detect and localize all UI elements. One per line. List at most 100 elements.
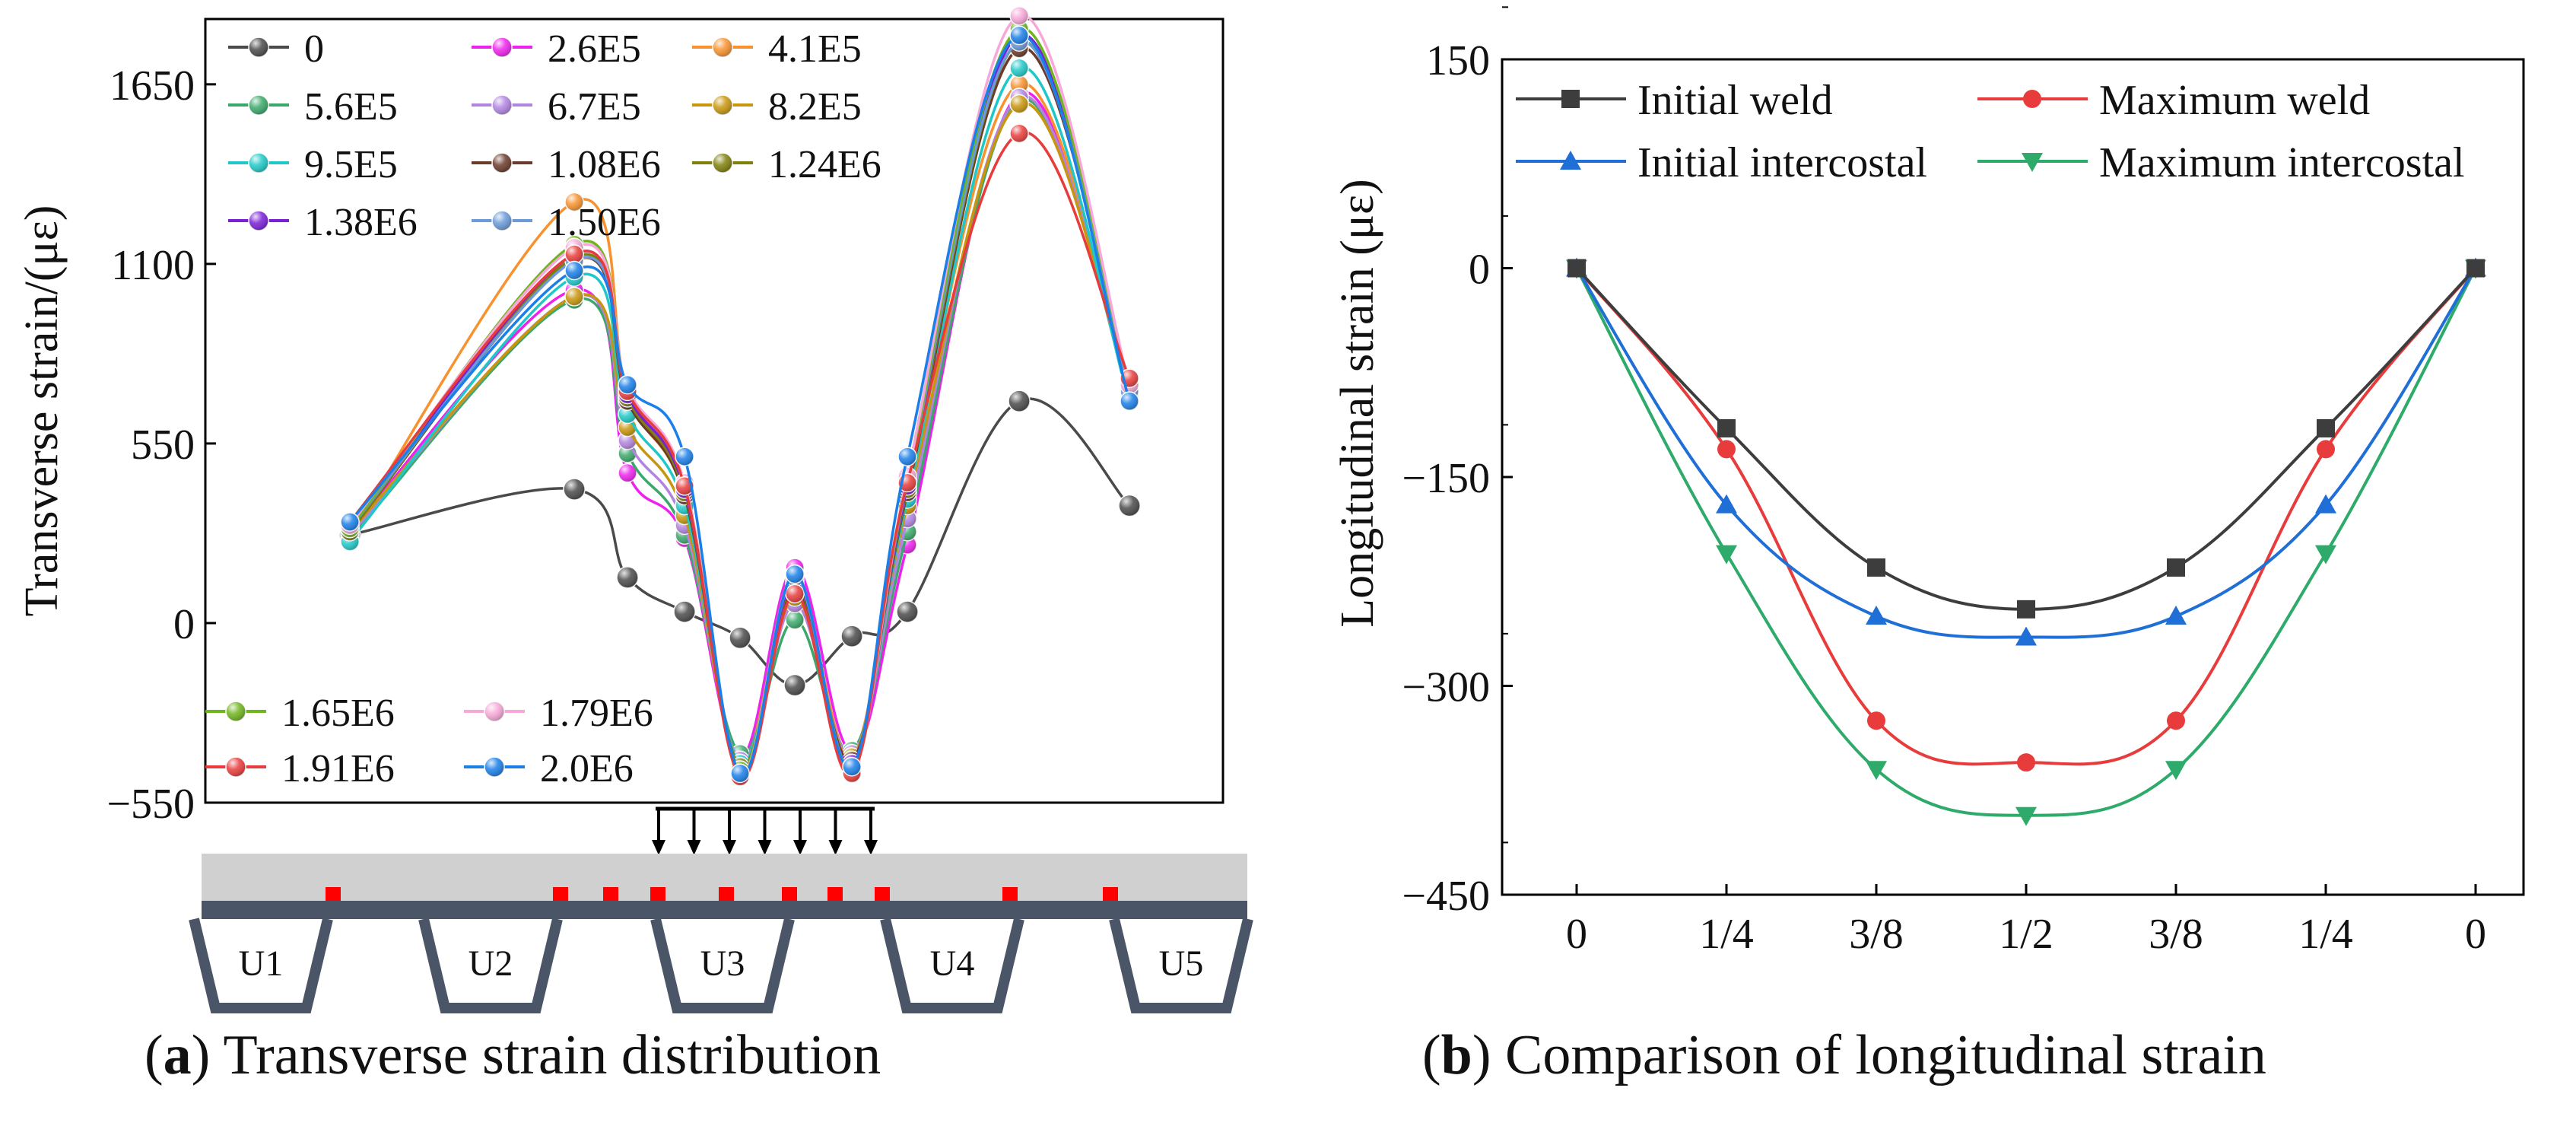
caption-b-text: Comparison of longitudinal strain [1504,1024,2266,1086]
panel-a-series-line [348,131,1131,780]
panel-a-legend-bottom: 1.65E6 1.79E6 1.91E6 2.0E6 [205,692,653,790]
legend-marker [712,152,733,173]
u-rib-2: U2 [418,918,563,1013]
panel-b-data-point [2017,753,2035,772]
legend-marker [225,701,246,722]
legend-marker-shade [713,153,732,173]
legend-marker-shade [492,95,512,115]
panel-a-data-point-shade [843,757,861,776]
panel-a-data-point-shade [618,463,637,482]
panel-b-data-point [1716,545,1737,565]
panel-a-ytick-label: 1100 [111,242,195,289]
panel-b-xtick-label: 0 [1566,911,1587,958]
panel-a-data-point [340,512,360,532]
legend-marker [248,37,269,58]
panel-a-data-point-shade [341,512,359,531]
panel-b-xtick-label: 3/8 [1849,911,1904,958]
panel-a-data-point [618,463,637,483]
strain-gauge [650,887,665,901]
strain-gauge [719,887,734,901]
panel-a-plot-frame [204,17,1224,804]
u-rib-4: U4 [880,918,1024,1013]
u-rib-label: U2 [469,943,513,984]
panel-b-data-point [2315,545,2336,565]
panel-b-series-line [1575,267,2477,766]
panel-b-data-point [1717,418,1736,437]
panel-b-data-point [1867,711,1885,730]
legend-label: 1.65E6 [281,692,395,735]
panel-a-data-point-shade [674,600,695,622]
panel-b-series-0 [1568,259,2485,619]
panel-a-data-point [783,673,806,697]
legend-marker-shade [249,37,268,57]
panel-b-data-point [1867,558,1885,577]
panel-a-data-point-shade [898,447,916,466]
legend-marker-shade [226,701,246,721]
panel-b-xtick-label: 1/2 [1999,911,2053,958]
legend-label: 1.91E6 [281,747,395,790]
panel-a-series-3 [340,91,1139,764]
legend-marker [712,37,733,58]
caption-a-text: Transverse strain distribution [223,1024,881,1086]
legend-marker [484,756,505,778]
legend-marker [248,210,269,231]
legend-label: 1.38E6 [304,201,418,244]
panel-b-data-point [2165,606,2187,625]
panel-b-legend: Initial weld Maximum weld Initial intercos… [1516,77,2465,186]
load-arrow-head [864,840,878,855]
panel-b-xtick-label: 3/8 [2149,911,2203,958]
panel-a-data-point-shade [565,192,583,212]
panel-a-data-point [1120,391,1139,411]
panel-a-data-point [730,763,750,784]
panel-a-data-point-shade [786,610,804,629]
panel-a-data-point [1009,94,1029,114]
panel-a-data-point [1009,58,1029,78]
panel-a-data-point [618,374,637,395]
panel-a-series-line [349,397,1131,687]
legend-marker [712,94,733,116]
legend-marker [491,94,513,116]
panel-b-series-line [1575,267,2477,611]
panel-a-data-point-shade [1010,6,1028,25]
panel-a-data-point [564,287,584,307]
load-arrow-head [793,840,807,855]
legend-label: Initial weld [1637,77,1833,124]
panel-a-data-point-shade [1010,94,1028,113]
panel-a-ytick-label: −550 [106,781,195,828]
panel-a-series-line [348,91,1131,759]
panel-a-data-point-shade [617,566,638,588]
strain-gauge [875,887,890,901]
panel-a-y-axis-label: Transverse strain/(με) [16,205,68,617]
panel-a-series-5 [340,94,1139,774]
legend-marker [225,756,246,778]
legend-marker-shade [249,95,268,115]
panel-a-data-point [897,447,917,466]
panel-b-data-point [2023,90,2041,108]
panel-b-data-point [2015,806,2037,826]
panel-a-data-point [673,600,696,623]
panel-a-data-point-shade [841,625,862,647]
legend-label: 4.1E5 [768,27,862,71]
panel-b-series-line [1575,267,2477,639]
panel-b-data-point [1560,151,1581,170]
panel-a-data-point [785,609,805,630]
load-arrow-head [652,840,665,855]
panel-a-data-point-shade [786,584,804,603]
panel-a-data-point [1120,368,1139,388]
panel-a-data-point [729,626,751,650]
panel-a-deck-section: U1 U2 U3 U4 U5 [189,854,1253,1013]
load-arrow-head [687,840,701,855]
u-rib-1: U1 [189,918,333,1013]
panel-a-data-point-shade [1010,59,1028,78]
panel-a-data-point [616,566,639,589]
legend-label: Maximum weld [2099,77,2370,124]
legend-label: 0 [304,27,324,71]
panel-a-data-point-shade [565,245,583,263]
panel-a-data-point-shade [1010,26,1028,45]
panel-b-series-2 [1566,257,2486,646]
panel-b-data-point [1717,440,1736,459]
panel-b-data-point [2317,418,2335,437]
panel-a-ytick-label: 1650 [110,62,195,110]
panel-b-data-point [1561,90,1580,108]
